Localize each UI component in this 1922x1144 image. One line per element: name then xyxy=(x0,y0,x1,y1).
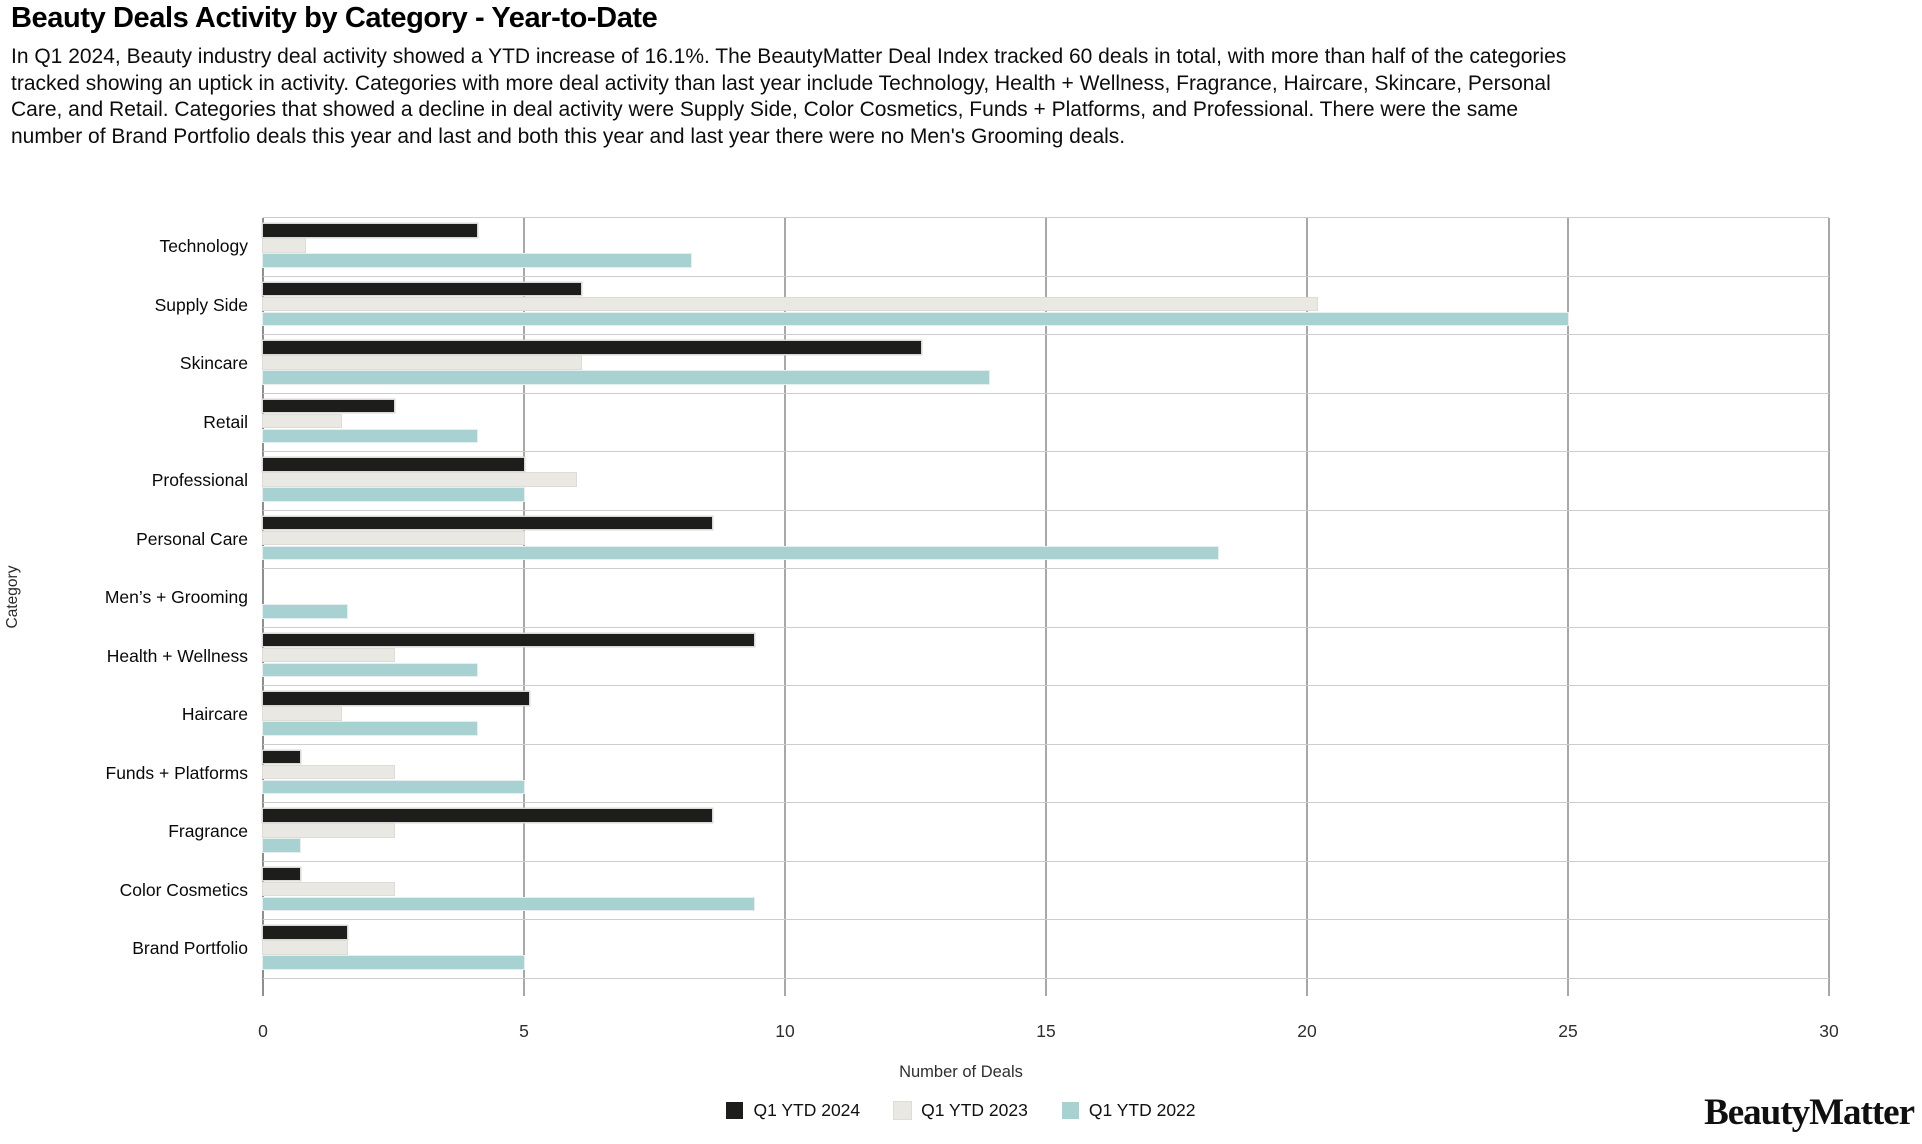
bar-q1-ytd-2022-fragrance xyxy=(263,839,300,852)
category-label-professional: Professional xyxy=(151,470,248,490)
category-band-health-wellness xyxy=(263,628,1829,686)
legend-swatch-q1-ytd-2024 xyxy=(726,1102,744,1119)
bar-q1-ytd-2024-brand-portfolio xyxy=(263,926,347,939)
bar-q1-ytd-2024-fragrance xyxy=(263,809,712,822)
gridline-25 xyxy=(1567,218,1569,996)
bar-q1-ytd-2023-funds-platforms xyxy=(263,765,394,778)
gridline-10 xyxy=(784,218,786,996)
category-band-brand-portfolio xyxy=(263,920,1829,979)
bar-q1-ytd-2022-technology xyxy=(263,254,692,267)
legend-label-q1-ytd-2024: Q1 YTD 2024 xyxy=(753,1100,861,1120)
bar-q1-ytd-2022-supply-side xyxy=(263,312,1568,325)
category-band-fragrance xyxy=(263,803,1829,862)
bar-q1-ytd-2024-retail xyxy=(263,399,394,412)
category-label-color-cosmetics: Color Cosmetics xyxy=(119,879,248,900)
bar-q1-ytd-2023-professional xyxy=(263,473,577,486)
bar-q1-ytd-2023-color-cosmetics xyxy=(263,882,394,895)
category-band-haircare xyxy=(263,686,1829,745)
legend-label-q1-ytd-2022: Q1 YTD 2022 xyxy=(1088,1100,1196,1120)
bar-q1-ytd-2024-skincare xyxy=(263,341,921,354)
bar-q1-ytd-2024-health-wellness xyxy=(263,633,754,646)
x-tick-10: 10 xyxy=(775,1021,795,1041)
category-band-technology xyxy=(263,218,1829,277)
gridline-5 xyxy=(523,218,525,996)
chart-title: Beauty Deals Activity by Category - Year… xyxy=(11,2,658,34)
bar-q1-ytd-2024-supply-side xyxy=(263,282,582,295)
bar-q1-ytd-2022-personal-care xyxy=(263,546,1219,559)
category-band-supply-side xyxy=(263,277,1829,335)
gridline-15 xyxy=(1045,218,1047,996)
bar-q1-ytd-2023-supply-side xyxy=(263,297,1318,310)
legend-item-q1-ytd-2023: Q1 YTD 2023 xyxy=(894,1100,1028,1121)
category-band-funds-platforms xyxy=(263,745,1829,803)
bar-q1-ytd-2023-personal-care xyxy=(263,531,524,544)
bar-q1-ytd-2023-retail xyxy=(263,414,342,427)
category-label-men-s-grooming: Men’s + Grooming xyxy=(104,587,248,607)
category-label-retail: Retail xyxy=(203,411,248,432)
bar-q1-ytd-2023-brand-portfolio xyxy=(263,941,347,954)
bar-q1-ytd-2022-professional xyxy=(263,488,524,501)
bar-q1-ytd-2023-technology xyxy=(263,239,305,252)
bar-q1-ytd-2024-technology xyxy=(263,224,478,237)
chart-description: In Q1 2024, Beauty industry deal activit… xyxy=(11,45,1567,148)
category-band-men-s-grooming xyxy=(263,569,1829,628)
category-label-brand-portfolio: Brand Portfolio xyxy=(132,938,248,958)
bar-q1-ytd-2024-haircare xyxy=(263,692,530,705)
bar-q1-ytd-2023-health-wellness xyxy=(263,648,394,661)
bar-q1-ytd-2022-health-wellness xyxy=(263,663,478,676)
brand-logo: BeautyMatter xyxy=(1704,1092,1915,1133)
bar-q1-ytd-2023-skincare xyxy=(263,356,582,369)
category-band-personal-care xyxy=(263,511,1829,569)
legend-swatch-q1-ytd-2023 xyxy=(894,1102,912,1119)
category-label-supply-side: Supply Side xyxy=(154,294,248,315)
category-label-technology: Technology xyxy=(159,236,248,256)
legend-item-q1-ytd-2022: Q1 YTD 2022 xyxy=(1061,1100,1196,1121)
legend-label-q1-ytd-2023: Q1 YTD 2023 xyxy=(921,1100,1028,1120)
x-tick-5: 5 xyxy=(519,1021,529,1041)
bar-q1-ytd-2023-fragrance xyxy=(263,824,394,837)
category-band-professional xyxy=(263,452,1829,511)
bar-q1-ytd-2022-haircare xyxy=(263,722,478,735)
category-label-funds-platforms: Funds + Platforms xyxy=(105,762,249,783)
category-band-color-cosmetics xyxy=(263,862,1829,920)
x-axis-title: Number of Deals xyxy=(899,1063,1023,1081)
category-label-fragrance: Fragrance xyxy=(168,821,248,841)
legend: Q1 YTD 2024 Q1 YTD 2023 Q1 YTD 2022 xyxy=(0,1100,1922,1121)
category-label-health-wellness: Health + Wellness xyxy=(106,645,248,666)
bar-q1-ytd-2023-haircare xyxy=(263,707,342,720)
x-tick-15: 15 xyxy=(1036,1021,1056,1041)
bar-q1-ytd-2022-brand-portfolio xyxy=(263,956,524,969)
bar-q1-ytd-2022-skincare xyxy=(263,371,989,384)
gridline-20 xyxy=(1306,218,1308,996)
bar-q1-ytd-2022-retail xyxy=(263,429,478,442)
category-label-personal-care: Personal Care xyxy=(136,528,248,549)
bar-q1-ytd-2024-funds-platforms xyxy=(263,750,300,763)
bar-q1-ytd-2022-color-cosmetics xyxy=(263,897,754,910)
bar-q1-ytd-2024-personal-care xyxy=(263,516,712,529)
legend-swatch-q1-ytd-2022 xyxy=(1061,1102,1079,1119)
bar-q1-ytd-2024-professional xyxy=(263,458,524,471)
bar-q1-ytd-2024-color-cosmetics xyxy=(263,867,300,880)
legend-item-q1-ytd-2024: Q1 YTD 2024 xyxy=(726,1100,860,1121)
bar-q1-ytd-2022-funds-platforms xyxy=(263,780,524,793)
x-tick-20: 20 xyxy=(1297,1021,1317,1041)
gridline-30 xyxy=(1828,218,1830,996)
category-label-skincare: Skincare xyxy=(179,353,248,373)
plot-area xyxy=(262,217,1830,996)
x-tick-30: 30 xyxy=(1819,1021,1839,1041)
category-band-skincare xyxy=(263,335,1829,394)
x-tick-0: 0 xyxy=(258,1021,268,1041)
category-label-haircare: Haircare xyxy=(181,704,248,724)
category-band-retail xyxy=(263,394,1829,452)
x-tick-25: 25 xyxy=(1558,1021,1578,1041)
bar-q1-ytd-2022-men-s-grooming xyxy=(263,605,347,618)
